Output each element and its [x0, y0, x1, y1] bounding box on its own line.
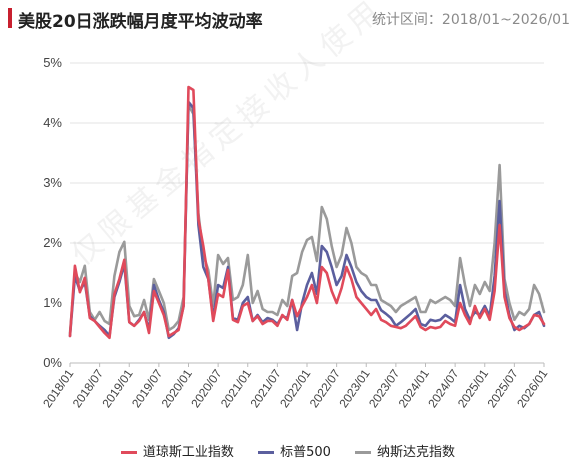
legend-label-ndx: 纳斯达克指数 [377, 445, 456, 460]
legend-label-spx: 标普500 [280, 445, 331, 460]
legend-item-dji: 道琼斯工业指数 [120, 441, 234, 460]
series-lines [68, 85, 546, 340]
legend: 道琼斯工业指数 标普500 纳斯达克指数 [0, 441, 576, 460]
series-line-dji [68, 85, 546, 340]
y-tick-label: 5% [43, 55, 62, 70]
chart-title: 美股20日涨跌幅月度平均波动率 [18, 12, 263, 32]
y-tick-label: 2% [43, 235, 62, 250]
x-tick-label: 2026/01 [514, 366, 551, 410]
legend-swatch-dji [120, 451, 137, 454]
legend-label-dji: 道琼斯工业指数 [142, 445, 234, 460]
legend-item-ndx: 纳斯达克指数 [355, 441, 455, 460]
legend-item-spx: 标普500 [258, 441, 331, 460]
y-tick-label: 1% [43, 295, 62, 310]
y-tick-label: 0% [43, 355, 62, 370]
y-tick-label: 3% [43, 175, 62, 190]
title-accent-bar [8, 8, 12, 28]
date-range-label: 统计区间：2018/01~2026/01 [371, 12, 570, 28]
y-tick-label: 4% [43, 115, 62, 130]
x-axis-ticks: 2018/012018/072019/012019/072020/012020/… [40, 363, 551, 410]
legend-swatch-ndx [355, 451, 372, 454]
y-axis-ticks: 0% 1% 2% 3% 4% 5% [43, 55, 62, 370]
legend-swatch-spx [258, 451, 275, 454]
series-line-spx [68, 100, 546, 340]
